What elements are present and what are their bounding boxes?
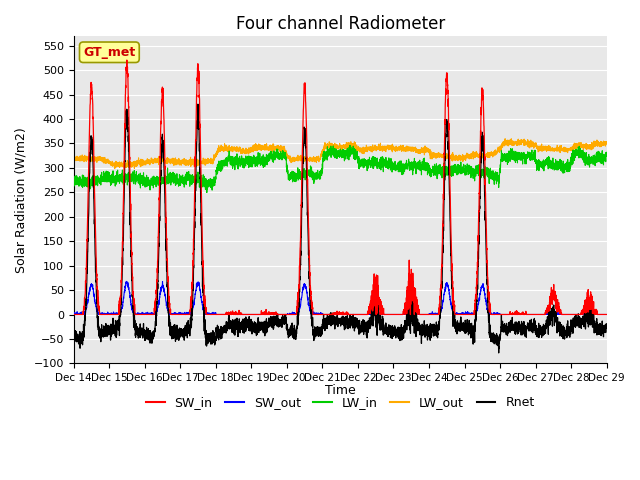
Legend: SW_in, SW_out, LW_in, LW_out, Rnet: SW_in, SW_out, LW_in, LW_out, Rnet [141,391,540,414]
Text: GT_met: GT_met [83,46,136,59]
Title: Four channel Radiometer: Four channel Radiometer [236,15,445,33]
Y-axis label: Solar Radiation (W/m2): Solar Radiation (W/m2) [15,127,28,273]
X-axis label: Time: Time [324,384,356,397]
